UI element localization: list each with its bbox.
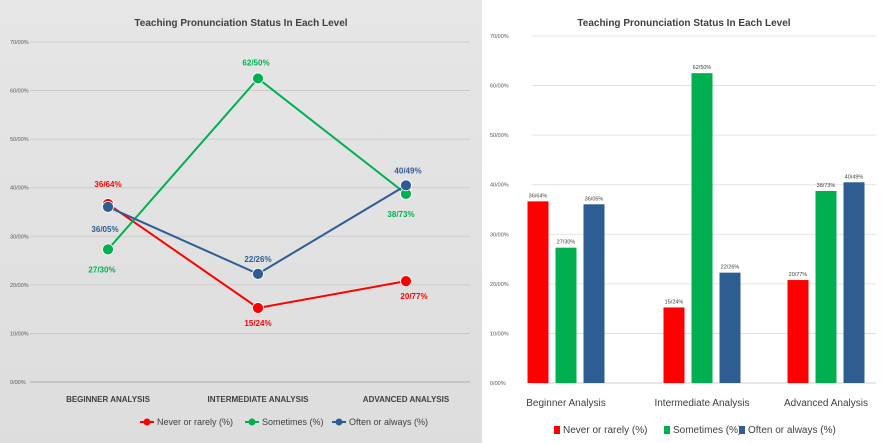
legend-swatch <box>554 426 560 434</box>
data-label: 20/77% <box>789 272 808 278</box>
data-label: 22/26% <box>721 265 740 271</box>
data-label: 36/64% <box>94 180 121 189</box>
legend-marker <box>248 418 256 426</box>
data-label: 27/30% <box>88 265 115 274</box>
data-label: 62/50% <box>242 58 269 67</box>
bar <box>555 247 577 383</box>
y-tick-label: 50/00% <box>10 137 29 143</box>
legend-marker <box>143 418 151 426</box>
data-label: 36/64% <box>529 193 548 199</box>
legend-swatch <box>739 426 745 434</box>
data-point <box>252 267 264 280</box>
bar <box>843 182 865 383</box>
data-label: 27/30% <box>557 240 576 246</box>
y-tick-label: 30/00% <box>10 234 29 240</box>
data-label: 36/05% <box>585 196 604 202</box>
legend-label: Often or always (%) <box>748 425 836 436</box>
x-category-label: INTERMEDIATE ANALYSIS <box>207 395 309 404</box>
data-label: 36/05% <box>91 225 118 234</box>
y-tick-label: 20/00% <box>10 283 29 289</box>
data-point <box>252 72 264 85</box>
y-tick-label: 30/00% <box>490 232 509 238</box>
legend-marker <box>335 418 343 426</box>
x-category-label: Advanced Analysis <box>784 398 868 409</box>
y-tick-label: 70/00% <box>490 34 509 40</box>
data-point <box>400 179 412 192</box>
data-point <box>252 302 264 314</box>
bar <box>719 272 741 383</box>
data-label: 15/24% <box>244 319 271 328</box>
bar-chart-panel: Teaching Pronunciation Status In Each Le… <box>484 0 882 443</box>
y-tick-label: 70/00% <box>10 40 29 46</box>
data-label: 15/24% <box>665 299 684 305</box>
y-tick-label: 10/00% <box>490 331 509 337</box>
y-tick-label: 60/00% <box>490 84 509 90</box>
legend-swatch <box>664 426 670 434</box>
data-label: 20/77% <box>400 292 427 301</box>
y-tick-label: 50/00% <box>490 133 509 139</box>
data-label: 38/73% <box>387 210 414 219</box>
series-line <box>107 77 407 251</box>
data-point <box>400 275 412 288</box>
data-label: 40/49% <box>394 166 421 175</box>
y-tick-label: 0/00% <box>10 380 26 386</box>
data-label: 62/50% <box>693 65 712 71</box>
x-category-label: Intermediate Analysis <box>654 398 749 409</box>
chart-title: Teaching Pronunciation Status In Each Le… <box>577 18 790 29</box>
bar <box>663 307 685 383</box>
bar <box>691 73 713 383</box>
bar <box>787 280 809 383</box>
data-label: 40/49% <box>845 174 864 180</box>
data-point <box>102 200 114 213</box>
y-tick-label: 10/00% <box>10 331 29 337</box>
y-tick-label: 40/00% <box>490 183 509 189</box>
y-tick-label: 60/00% <box>10 89 29 95</box>
bar <box>527 201 549 383</box>
bar <box>583 204 605 383</box>
bar-chart: Teaching Pronunciation Status In Each Le… <box>490 18 876 436</box>
legend-label: Sometimes (%) <box>262 417 324 427</box>
x-category-label: ADVANCED ANALYSIS <box>363 395 450 404</box>
y-tick-label: 0/00% <box>490 381 506 387</box>
y-tick-label: 40/00% <box>10 186 29 192</box>
x-category-label: BEGINNER ANALYSIS <box>66 395 151 404</box>
line-chart: Teaching Pronunciation Status In Each Le… <box>10 18 470 427</box>
bar <box>815 191 837 383</box>
data-label: 38/73% <box>817 183 836 189</box>
legend-label: Never or rarely (%) <box>157 417 233 427</box>
legend-label: Sometimes (%) <box>673 425 741 436</box>
x-category-label: Beginner Analysis <box>526 398 606 409</box>
data-point <box>102 243 114 256</box>
data-label: 22/26% <box>244 255 271 264</box>
chart-title: Teaching Pronunciation Status In Each Le… <box>134 18 347 29</box>
line-chart-panel: Teaching Pronunciation Status In Each Le… <box>0 0 482 443</box>
legend-label: Never or rarely (%) <box>563 425 647 436</box>
legend-label: Often or always (%) <box>349 417 428 427</box>
y-tick-label: 20/00% <box>490 282 509 288</box>
